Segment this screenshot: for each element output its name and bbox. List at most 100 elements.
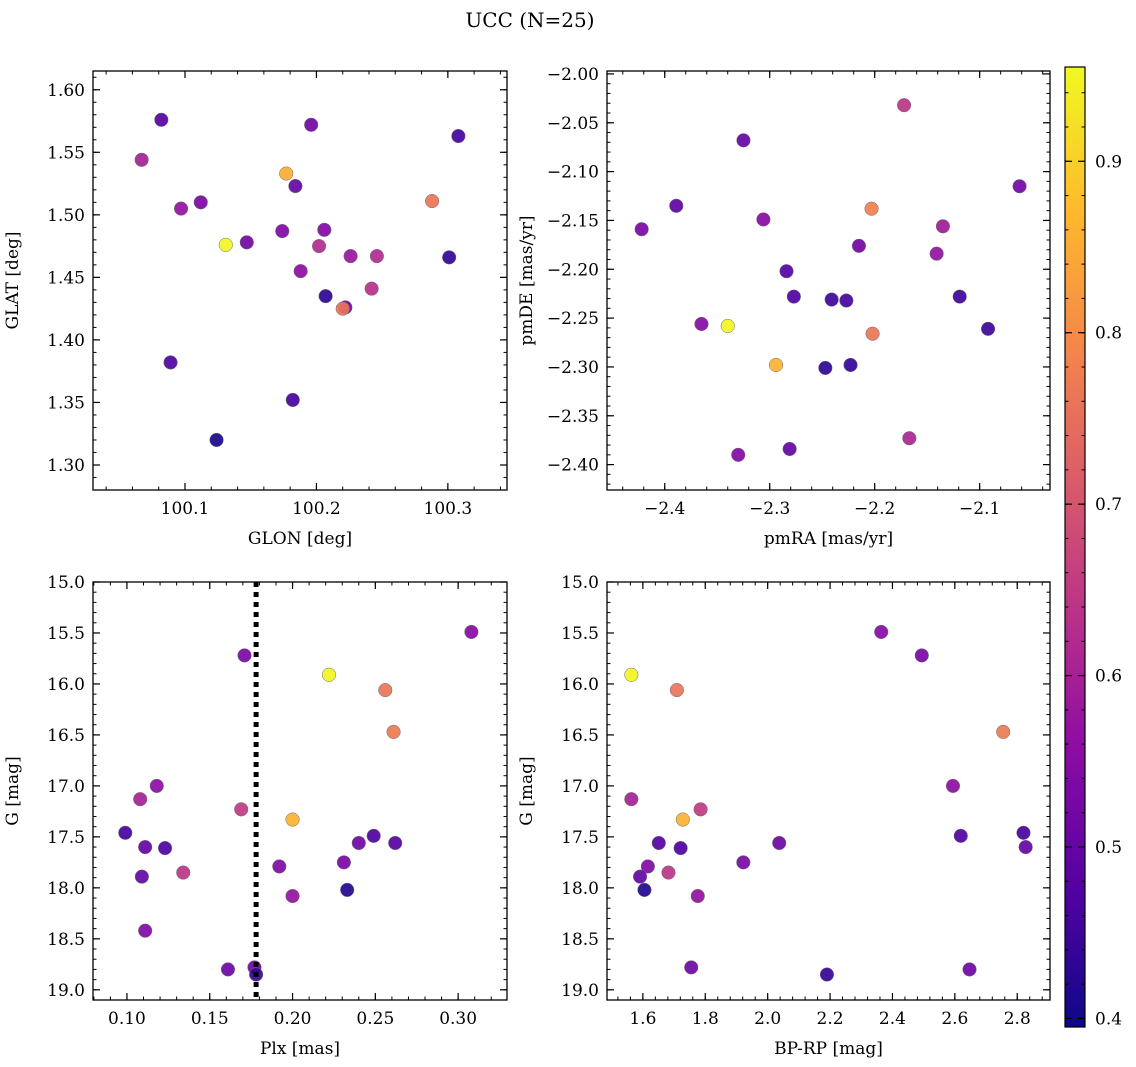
scatter-point	[843, 357, 858, 373]
scatter-point	[693, 802, 708, 817]
scatter-point	[637, 882, 652, 897]
x-tick-label: 100.2	[292, 499, 341, 519]
y-tick-label: 16.5	[47, 726, 85, 746]
y-tick-label: −2.40	[547, 456, 599, 476]
y-tick-label: 1.45	[47, 268, 85, 288]
scatter-point	[731, 447, 746, 462]
scatter-point	[163, 355, 178, 370]
scatter-point	[736, 855, 751, 870]
x-tick-label: 100.1	[161, 499, 210, 519]
plot-frame	[606, 70, 1051, 491]
scatter-point	[720, 318, 735, 333]
colorbar-tick-label: 0.8	[1095, 324, 1122, 344]
scatter-point	[952, 289, 967, 304]
scatter-point	[138, 840, 153, 855]
colorbar-tick-label: 0.6	[1095, 667, 1122, 687]
y-tick-label: 16.0	[47, 675, 85, 695]
scatter-point	[285, 812, 300, 827]
scatter-point	[782, 441, 797, 457]
scatter-point	[981, 321, 996, 336]
panel-pmra-pmde: −2.4 −2.3 −2.2 −2.1 −2.40 −2.35 −2.30 −2.25 −2.2…	[517, 65, 1051, 549]
y-tick-label: 15.0	[561, 573, 599, 593]
scatter-point	[839, 293, 854, 308]
x-tick-label: 0.25	[356, 1009, 394, 1029]
scatter-point	[318, 289, 333, 304]
scatter-point	[351, 835, 366, 851]
y-axis-label: G [mag]	[517, 756, 537, 825]
scatter-point	[237, 648, 252, 663]
scatter-point	[756, 212, 771, 227]
scatter-point	[134, 152, 149, 167]
panel-plx-g: 0.10 0.15 0.20 0.25 0.30 15.0 15.5 16.0 16.5 17.0…	[3, 573, 508, 1059]
scatter-point	[865, 326, 880, 341]
y-tick-label: −2.05	[547, 114, 599, 134]
scatter-point	[304, 117, 319, 132]
x-tick-label: 100.3	[424, 499, 473, 519]
y-tick-label: 18.0	[47, 879, 85, 899]
y-tick-label: 17.0	[47, 777, 85, 797]
y-tick-label: −2.35	[547, 407, 599, 427]
colorbar: 0.4 0.5 0.6 0.7 0.8 0.9	[1064, 66, 1122, 1029]
scatter-point	[275, 224, 290, 239]
y-tick-label: 1.60	[47, 81, 85, 101]
scatter-point	[996, 724, 1011, 739]
scatter-point	[464, 624, 479, 640]
scatter-point	[138, 923, 153, 938]
scatter-point	[897, 98, 912, 113]
scatter-point	[193, 195, 208, 210]
scatter-point	[386, 724, 401, 739]
scatter-point	[239, 235, 254, 250]
y-tick-label: −2.30	[547, 358, 599, 378]
y-tick-label: 16.5	[561, 726, 599, 746]
y-tick-label: 16.0	[561, 675, 599, 695]
scatter-point	[209, 432, 224, 448]
x-tick-label: 2.2	[817, 1009, 844, 1029]
colorbar-tick-label: 0.9	[1095, 152, 1122, 172]
scatter-point	[364, 281, 379, 296]
x-tick-label: 2.0	[754, 1009, 781, 1029]
y-tick-label: 15.5	[47, 624, 85, 644]
scatter-point	[690, 888, 705, 904]
scatter-point	[288, 179, 303, 194]
scatter-point	[285, 392, 300, 407]
scatter-point	[285, 888, 300, 904]
scatter-point	[149, 778, 164, 793]
scatter-point	[218, 237, 233, 252]
scatter-point	[1016, 825, 1031, 840]
scatter-point	[451, 128, 466, 144]
plot-frame	[606, 581, 1051, 1001]
scatter-point	[234, 802, 249, 817]
plot-frame	[92, 70, 508, 491]
scatter-point	[661, 865, 676, 880]
colorbar-tick-label: 0.4	[1095, 1009, 1122, 1029]
y-tick-label: 17.5	[47, 828, 85, 848]
scatter-point	[624, 792, 639, 807]
x-tick-label: 0.20	[274, 1009, 312, 1029]
y-tick-label: 19.0	[47, 981, 85, 1001]
y-tick-label: 19.0	[561, 981, 599, 1001]
scatter-point	[874, 624, 889, 640]
scatter-point	[851, 238, 866, 253]
y-tick-label: 1.50	[47, 206, 85, 226]
x-axis-label: Plx [mas]	[260, 1039, 340, 1059]
x-tick-label: −2.2	[854, 499, 895, 519]
x-tick-label: 1.8	[692, 1009, 719, 1029]
scatter-point	[651, 835, 666, 851]
scatter-point	[317, 222, 332, 237]
scatter-point	[134, 869, 149, 884]
x-tick-label: 2.6	[941, 1009, 968, 1029]
scatter-point	[819, 967, 834, 982]
x-tick-label: 0.30	[439, 1009, 477, 1029]
scatter-point	[772, 835, 787, 851]
y-tick-label: 1.55	[47, 143, 85, 163]
y-tick-label: 18.5	[561, 930, 599, 950]
scatter-point	[176, 865, 191, 880]
x-tick-label: 2.4	[879, 1009, 906, 1029]
scatter-point	[133, 792, 148, 807]
scatter-point	[624, 667, 639, 682]
scatter-point	[669, 683, 684, 698]
x-tick-label: −2.4	[644, 499, 685, 519]
scatter-point	[684, 960, 699, 975]
y-tick-label: 15.5	[561, 624, 599, 644]
